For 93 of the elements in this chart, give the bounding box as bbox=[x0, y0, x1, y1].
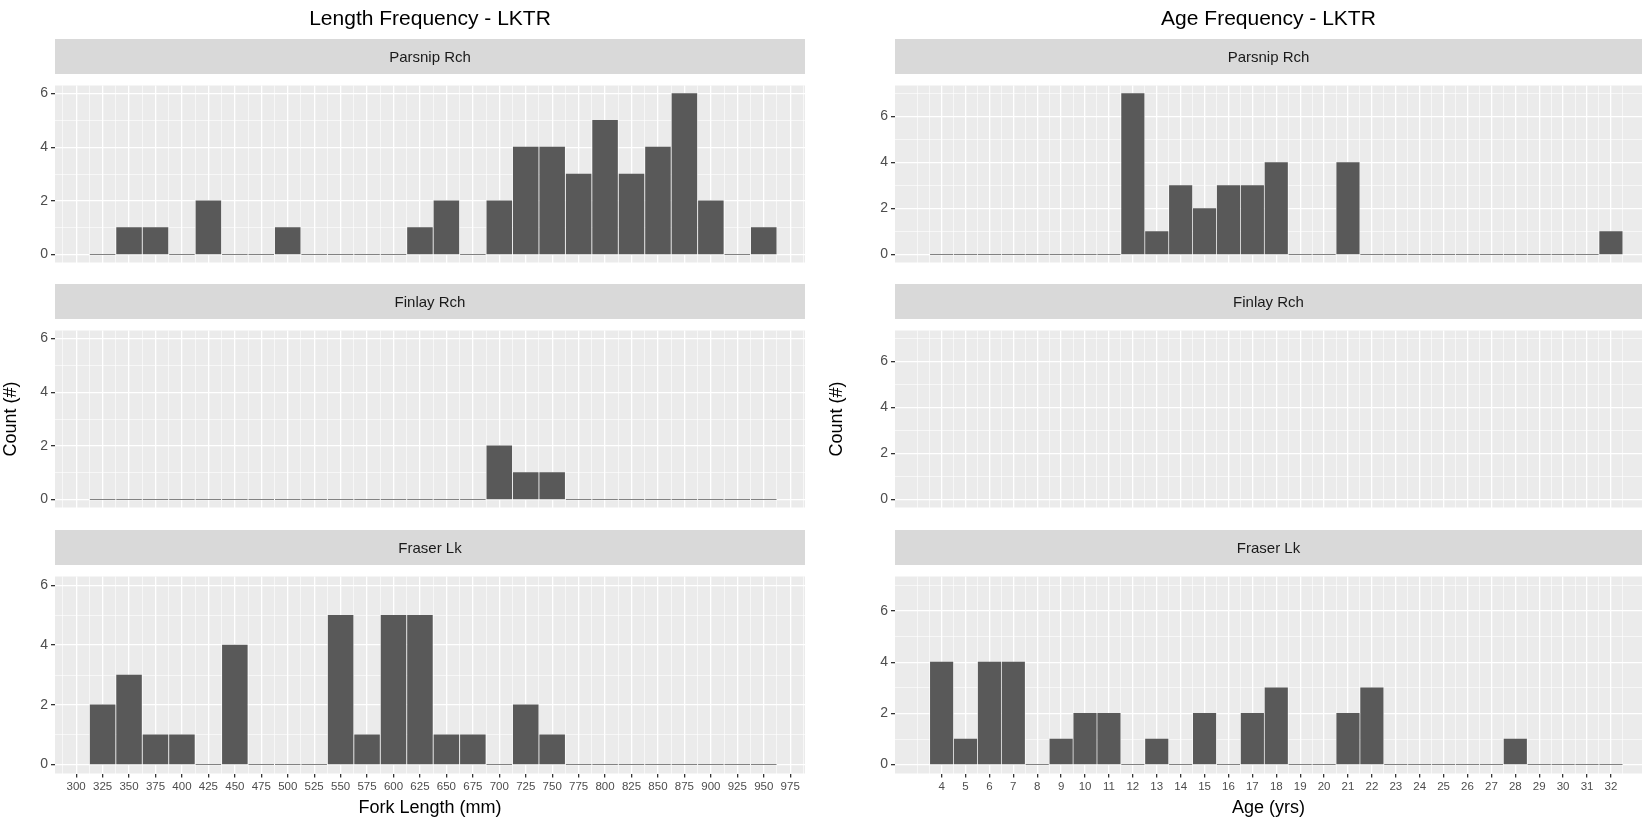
x-tick-label: 550 bbox=[331, 779, 351, 792]
x-tick-label: 350 bbox=[119, 779, 139, 792]
x-tick-label: 24 bbox=[1413, 779, 1427, 792]
y-tick-label: 0 bbox=[40, 755, 49, 772]
x-tick-label: 32 bbox=[1604, 779, 1618, 792]
x-tick-label: 375 bbox=[145, 779, 166, 792]
x-tick-label: 425 bbox=[198, 779, 218, 792]
y-axis-title: Count (#) bbox=[0, 381, 20, 457]
x-tick-label: 22 bbox=[1365, 779, 1379, 792]
x-tick-label: 31 bbox=[1580, 779, 1594, 792]
x-tick-label: 825 bbox=[621, 779, 642, 792]
x-tick-label: 600 bbox=[383, 779, 404, 792]
x-tick-label: 675 bbox=[463, 779, 483, 792]
x-tick-label: 650 bbox=[436, 779, 456, 792]
y-tick-label: 2 bbox=[880, 704, 889, 721]
x-tick-label: 4 bbox=[938, 779, 946, 792]
x-tick-label: 625 bbox=[410, 779, 430, 792]
y-tick-label: 0 bbox=[880, 755, 889, 772]
y-tick-label: 2 bbox=[40, 695, 49, 712]
x-tick-label: 9 bbox=[1057, 779, 1065, 792]
x-tick-label: 16 bbox=[1222, 779, 1235, 792]
chart-subtitle: Fraser Lk bbox=[55, 530, 805, 565]
y-tick-label: 6 bbox=[40, 329, 49, 346]
x-tick-label: 12 bbox=[1126, 779, 1140, 792]
x-tick-label: 850 bbox=[648, 779, 668, 792]
y-tick-label: 4 bbox=[40, 635, 49, 652]
x-tick-label: 17 bbox=[1245, 779, 1259, 792]
x-tick-label: 300 bbox=[66, 779, 86, 792]
x-tick-label: 475 bbox=[251, 779, 271, 792]
y-tick-label: 0 bbox=[40, 490, 49, 507]
x-axis-title: Fork Length (mm) bbox=[358, 797, 502, 818]
x-axis-title: Age (yrs) bbox=[1231, 797, 1306, 818]
x-tick-label: 23 bbox=[1389, 779, 1403, 792]
x-tick-label: 27 bbox=[1485, 779, 1498, 792]
y-tick-label: 0 bbox=[880, 245, 889, 262]
x-tick-label: 925 bbox=[727, 779, 747, 792]
x-tick-label: 450 bbox=[225, 779, 245, 792]
x-tick-label: 18 bbox=[1269, 779, 1283, 792]
y-tick-label: 4 bbox=[880, 398, 889, 415]
x-tick-label: 500 bbox=[278, 779, 298, 792]
y-tick-label: 6 bbox=[40, 576, 49, 593]
x-tick-label: 20 bbox=[1317, 779, 1331, 792]
x-tick-label: 950 bbox=[754, 779, 774, 792]
chart-subtitle: Parsnip Rch bbox=[895, 39, 1642, 74]
x-tick-label: 750 bbox=[542, 779, 562, 792]
chart-subtitle: Finlay Rch bbox=[895, 284, 1642, 319]
x-tick-label: 725 bbox=[516, 779, 536, 792]
x-tick-label: 30 bbox=[1556, 779, 1570, 792]
x-tick-label: 400 bbox=[172, 779, 192, 792]
x-tick-label: 5 bbox=[962, 779, 969, 792]
x-tick-label: 14 bbox=[1174, 779, 1188, 792]
y-tick-label: 0 bbox=[880, 490, 889, 507]
chart-subtitle: Finlay Rch bbox=[55, 284, 805, 319]
y-tick-label: 4 bbox=[880, 153, 889, 170]
x-tick-label: 875 bbox=[674, 779, 694, 792]
chart-subtitle: Parsnip Rch bbox=[55, 39, 805, 74]
chart-title: Age Frequency - LKTR bbox=[1160, 6, 1377, 30]
y-tick-label: 6 bbox=[880, 601, 889, 618]
x-tick-label: 8 bbox=[1034, 779, 1041, 792]
y-tick-label: 6 bbox=[40, 84, 49, 101]
y-tick-label: 2 bbox=[880, 444, 889, 461]
y-tick-label: 2 bbox=[880, 199, 889, 216]
x-tick-label: 13 bbox=[1150, 779, 1164, 792]
chart-subtitle: Fraser Lk bbox=[895, 530, 1642, 565]
x-tick-label: 700 bbox=[489, 779, 509, 792]
y-tick-label: 0 bbox=[40, 245, 49, 262]
y-tick-label: 6 bbox=[880, 352, 889, 369]
x-tick-label: 28 bbox=[1508, 779, 1522, 792]
x-tick-label: 800 bbox=[595, 779, 615, 792]
x-tick-label: 11 bbox=[1102, 779, 1115, 792]
x-tick-label: 775 bbox=[569, 779, 589, 792]
x-tick-label: 975 bbox=[780, 779, 800, 792]
x-tick-label: 10 bbox=[1078, 779, 1092, 792]
x-tick-label: 26 bbox=[1461, 779, 1474, 792]
x-tick-label: 7 bbox=[1010, 779, 1017, 792]
y-tick-label: 2 bbox=[40, 436, 49, 453]
x-tick-label: 21 bbox=[1341, 779, 1355, 792]
x-tick-label: 6 bbox=[986, 779, 993, 792]
y-tick-label: 4 bbox=[880, 653, 889, 670]
x-tick-label: 29 bbox=[1532, 779, 1546, 792]
x-tick-label: 15 bbox=[1198, 779, 1211, 792]
x-tick-label: 900 bbox=[701, 779, 721, 792]
y-axis-title: Count (#) bbox=[825, 381, 846, 457]
x-tick-label: 25 bbox=[1437, 779, 1450, 792]
x-tick-label: 525 bbox=[304, 779, 324, 792]
x-tick-label: 19 bbox=[1293, 779, 1307, 792]
y-tick-label: 4 bbox=[40, 383, 49, 400]
x-tick-label: 575 bbox=[357, 779, 377, 792]
y-tick-label: 6 bbox=[880, 107, 889, 124]
y-tick-label: 2 bbox=[40, 191, 49, 208]
chart-title: Length Frequency - LKTR bbox=[308, 6, 552, 30]
x-tick-label: 325 bbox=[93, 779, 113, 792]
y-tick-label: 4 bbox=[40, 138, 49, 155]
